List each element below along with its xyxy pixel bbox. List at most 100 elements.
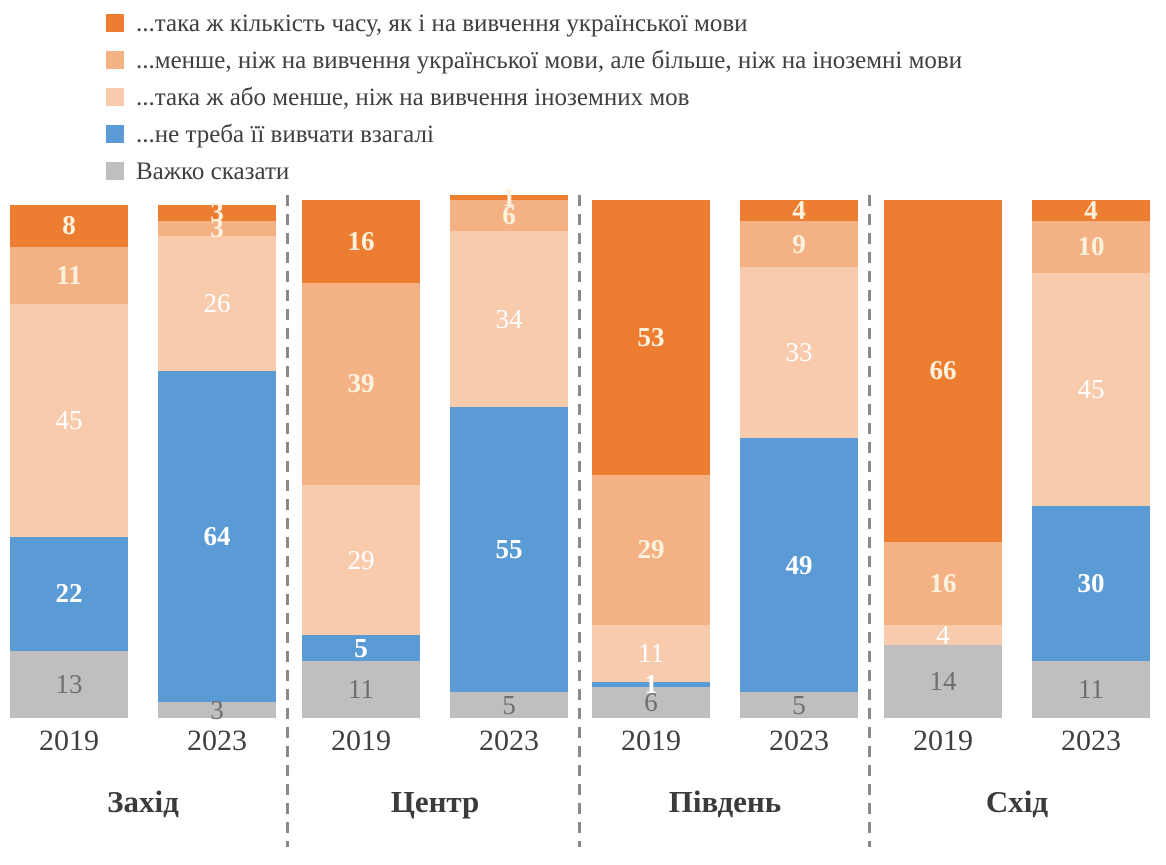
segment-value-label: 5 bbox=[502, 689, 516, 720]
legend-item: ...не треба її вивчати взагалі bbox=[106, 119, 962, 149]
legend-label: Важко сказати bbox=[136, 157, 290, 185]
bar-segment: 5 bbox=[302, 632, 420, 663]
legend-label: ...така ж кількість часу, як і на вивчен… bbox=[136, 9, 748, 37]
bar-segment: 4 bbox=[884, 619, 1002, 650]
bar-segment: 26 bbox=[158, 236, 276, 371]
bar-segment: 4 bbox=[740, 194, 858, 225]
bar-segment: 11 bbox=[592, 624, 710, 682]
bar-segment: 16 bbox=[302, 200, 420, 283]
region-label: Захід bbox=[107, 784, 179, 819]
segment-value-label: 45 bbox=[1077, 373, 1105, 404]
bar-segment: 11 bbox=[302, 661, 420, 718]
segment-value-label: 45 bbox=[55, 404, 83, 435]
segment-value-label: 16 bbox=[347, 225, 375, 256]
bar-segment: 39 bbox=[302, 282, 420, 485]
segment-value-label: 53 bbox=[637, 321, 665, 352]
stacked-bar-Південь-2023: 4 9 33 49 5 bbox=[740, 194, 858, 718]
legend-label: ...не треба її вивчати взагалі bbox=[136, 120, 434, 148]
legend-swatch-same-as-ukrainian bbox=[106, 14, 124, 32]
segment-value-label: 4 bbox=[792, 194, 806, 225]
bar-segment: 1 bbox=[592, 670, 710, 697]
segment-value-label: 8 bbox=[62, 210, 76, 241]
bar-segment: 29 bbox=[592, 474, 710, 625]
segment-value-label: 1 bbox=[502, 181, 516, 212]
year-label: 2019 bbox=[913, 724, 973, 757]
bar-segment: 8 bbox=[10, 205, 128, 247]
year-label: 2023 bbox=[187, 724, 247, 757]
bar-segment: 11 bbox=[10, 246, 128, 304]
stacked-bar-Схід-2023: 4 10 45 30 11 bbox=[1032, 196, 1150, 718]
year-label: 2019 bbox=[331, 724, 391, 757]
segment-value-label: 1 bbox=[644, 668, 658, 699]
year-label: 2023 bbox=[479, 724, 539, 757]
bar-segment: 3 bbox=[158, 215, 276, 242]
bar-segment: 53 bbox=[592, 200, 710, 475]
bar-segment: 45 bbox=[10, 303, 128, 537]
segment-value-label: 3 bbox=[210, 213, 224, 244]
bar-segment: 66 bbox=[884, 200, 1002, 542]
legend-swatch-less-than-ukrainian-more-than-foreign bbox=[106, 51, 124, 69]
region-label: Центр bbox=[390, 784, 480, 819]
segment-value-label: 49 bbox=[785, 549, 813, 580]
region-label: Південь bbox=[668, 784, 782, 819]
legend-item: ...така ж кількість часу, як і на вивчен… bbox=[106, 8, 962, 38]
bar-segment: 5 bbox=[740, 691, 858, 718]
bar-segment: 34 bbox=[450, 231, 568, 408]
bar-segment: 1 bbox=[450, 183, 568, 210]
legend-swatch-same-or-less-than-foreign bbox=[106, 88, 124, 106]
segment-value-label: 22 bbox=[55, 578, 83, 609]
segment-value-label: 9 bbox=[792, 228, 806, 259]
segment-value-label: 16 bbox=[929, 567, 957, 598]
region-label: Схід bbox=[985, 784, 1049, 819]
segment-value-label: 66 bbox=[929, 355, 957, 386]
group-divider-dashed-line bbox=[286, 195, 289, 847]
segment-value-label: 13 bbox=[55, 668, 83, 699]
bar-segment: 6 bbox=[450, 200, 568, 232]
segment-value-label: 11 bbox=[1078, 674, 1104, 705]
group-divider-dashed-line bbox=[578, 195, 581, 847]
bar-segment: 5 bbox=[450, 689, 568, 720]
stacked-bar-Південь-2019: 53 29 11 1 6 bbox=[592, 200, 710, 718]
legend-item: Важко сказати bbox=[106, 156, 962, 186]
bar-segment: 3 bbox=[158, 199, 276, 226]
segment-value-label: 6 bbox=[502, 200, 516, 231]
legend-swatch-hard-to-say bbox=[106, 162, 124, 180]
segment-value-label: 34 bbox=[495, 303, 523, 334]
segment-value-label: 3 bbox=[210, 694, 224, 725]
segment-value-label: 29 bbox=[637, 534, 665, 565]
stacked-bar-Центр-2019: 16 39 29 5 11 bbox=[302, 200, 420, 718]
bar-segment: 6 bbox=[592, 686, 710, 718]
bar-segment: 16 bbox=[884, 541, 1002, 625]
stacked-bar-Центр-2023: 1 6 34 55 5 bbox=[450, 183, 568, 720]
bar-segment: 11 bbox=[1032, 661, 1150, 718]
segment-value-label: 3 bbox=[210, 197, 224, 228]
year-label: 2019 bbox=[621, 724, 681, 757]
segment-value-label: 55 bbox=[495, 534, 523, 565]
segment-value-label: 26 bbox=[203, 288, 231, 319]
legend-label: ...така ж або менше, ніж на вивчення іно… bbox=[136, 83, 690, 111]
year-label: 2023 bbox=[769, 724, 829, 757]
bar-segment: 14 bbox=[884, 645, 1002, 718]
segment-value-label: 39 bbox=[347, 368, 375, 399]
bar-segment: 10 bbox=[1032, 220, 1150, 273]
bar-segment: 33 bbox=[740, 267, 858, 439]
legend: ...така ж кількість часу, як і на вивчен… bbox=[106, 8, 962, 193]
year-label: 2023 bbox=[1061, 724, 1121, 757]
bar-segment: 30 bbox=[1032, 505, 1150, 662]
bar-segment: 3 bbox=[158, 696, 276, 723]
stacked-bar-Захід-2019: 8 11 45 22 13 bbox=[10, 205, 128, 718]
bar-segment: 64 bbox=[158, 370, 276, 703]
bar-segment: 29 bbox=[302, 484, 420, 636]
segment-value-label: 11 bbox=[348, 674, 374, 705]
legend-item: ...така ж або менше, ніж на вивчення іно… bbox=[106, 82, 962, 112]
legend-item: ...менше, ніж на вивчення української мо… bbox=[106, 45, 962, 75]
stacked-bar-Захід-2023: 3 3 26 64 3 bbox=[158, 199, 276, 723]
group-divider-dashed-line bbox=[868, 195, 871, 847]
bar-segment: 49 bbox=[740, 438, 858, 693]
segment-value-label: 64 bbox=[203, 521, 231, 552]
bar-segment: 13 bbox=[10, 650, 128, 718]
segment-value-label: 5 bbox=[354, 632, 368, 663]
legend-swatch-no-need-to-study bbox=[106, 125, 124, 143]
segment-value-label: 4 bbox=[936, 619, 950, 650]
